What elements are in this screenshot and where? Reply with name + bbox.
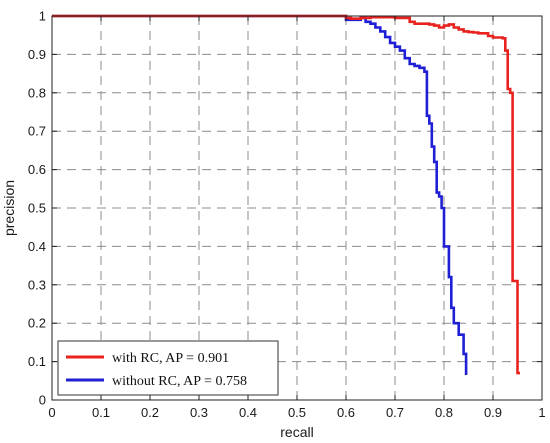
- y-axis-title: precision: [1, 180, 17, 236]
- y-tick-label: 0.3: [28, 277, 46, 292]
- x-tick-label: 0.1: [92, 405, 110, 420]
- series-line-0: [52, 14, 520, 375]
- x-tick-label: 0.3: [190, 405, 208, 420]
- series-line-1: [52, 14, 468, 375]
- x-tick-label: 0.8: [435, 405, 453, 420]
- y-tick-label: 0.4: [28, 239, 46, 254]
- y-tick-label: 0.6: [28, 162, 46, 177]
- y-tick-label: 0.9: [28, 47, 46, 62]
- axis-ticks: [51, 15, 543, 401]
- y-tick-labels: 0 0.1 0.2 0.3 0.4 0.5 0.6 0.7 0.8 0.9 1: [28, 9, 46, 408]
- x-tick-label: 0: [48, 405, 55, 420]
- x-tick-label: 1: [538, 405, 545, 420]
- x-tick-labels: 0 0.1 0.2 0.3 0.4 0.5 0.6 0.7 0.8 0.9 1: [48, 405, 545, 420]
- y-tick-label: 1: [39, 9, 46, 24]
- x-tick-label: 0.6: [337, 405, 355, 420]
- x-axis-title: recall: [280, 424, 313, 440]
- series-layer: [52, 14, 520, 375]
- x-tick-label: 0.4: [239, 405, 257, 420]
- legend: with RC, AP = 0.901 without RC, AP = 0.7…: [57, 340, 279, 396]
- y-tick-label: 0.8: [28, 85, 46, 100]
- x-tick-label: 0.9: [484, 405, 502, 420]
- x-tick-label: 0.5: [288, 405, 306, 420]
- legend-box: [57, 340, 279, 396]
- legend-label-with-rc: with RC, AP = 0.901: [112, 351, 229, 366]
- y-tick-label: 0: [39, 393, 46, 408]
- grid-lines: [52, 16, 542, 400]
- y-tick-label: 0.1: [28, 354, 46, 369]
- x-tick-label: 0.2: [141, 405, 159, 420]
- legend-label-without-rc: without RC, AP = 0.758: [112, 374, 247, 389]
- x-tick-label: 0.7: [386, 405, 404, 420]
- y-tick-label: 0.7: [28, 124, 46, 139]
- y-tick-label: 0.2: [28, 316, 46, 331]
- y-tick-label: 0.5: [28, 201, 46, 216]
